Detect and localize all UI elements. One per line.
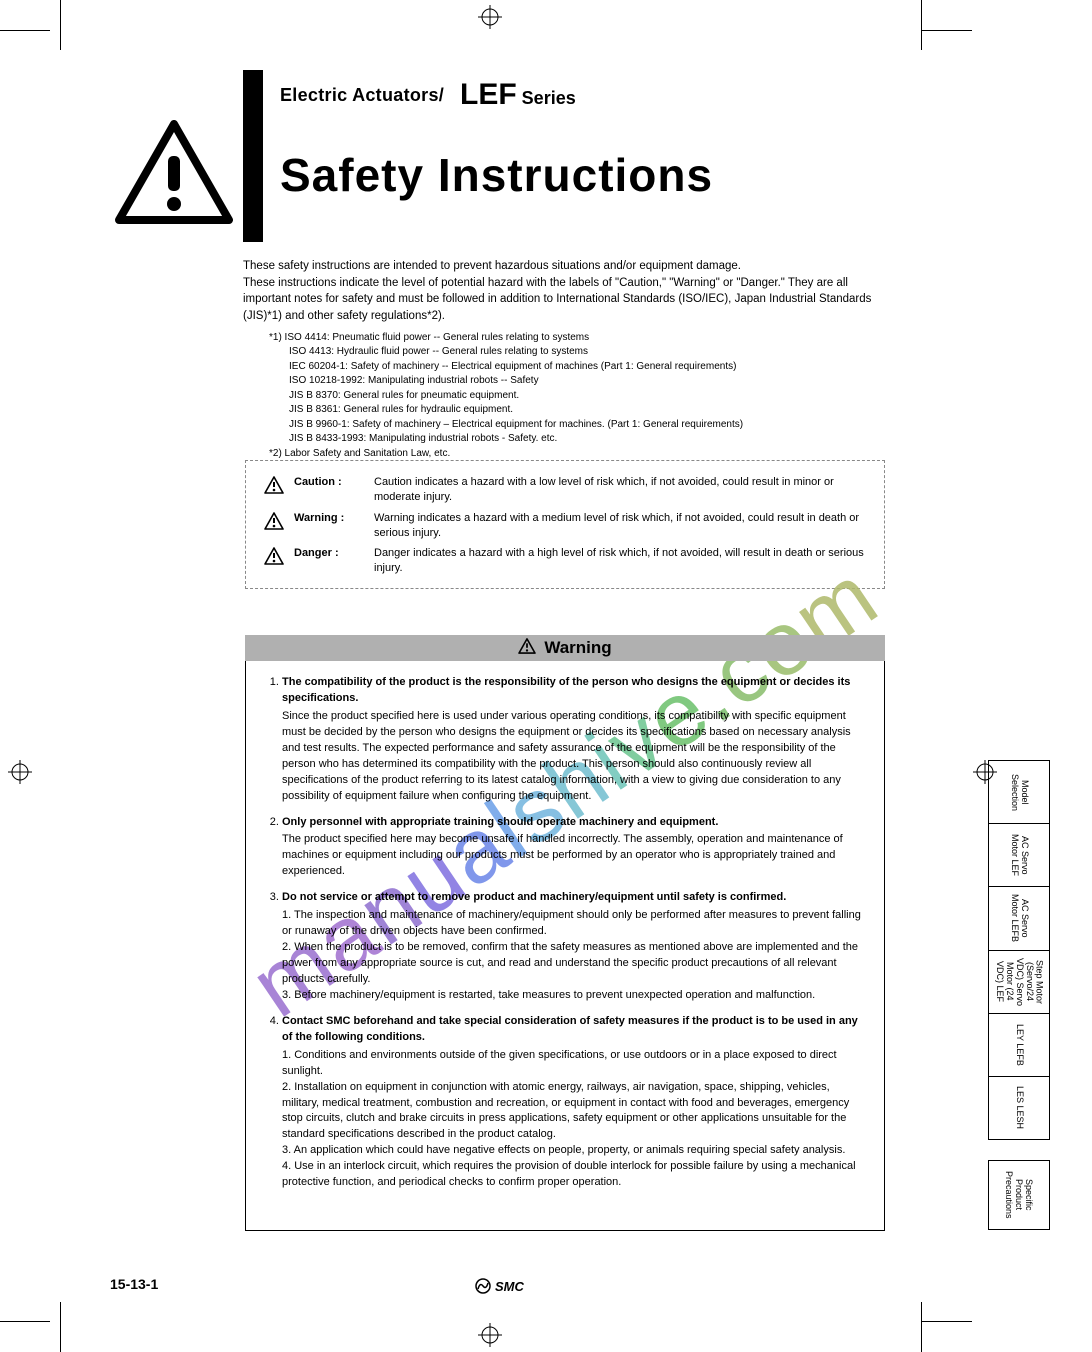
warning-item-title: Do not service or attempt to remove prod…: [282, 891, 786, 903]
tab-les-lesh[interactable]: LES LESH: [989, 1077, 1049, 1139]
note-jis9960: JIS B 9960-1: Safety of machinery – Elec…: [243, 418, 883, 433]
crop-mark: [60, 1302, 61, 1352]
warning-icon-small: [264, 512, 284, 535]
warning-item-title: The compatibility of the product is the …: [282, 676, 850, 704]
warning-icon: [115, 120, 233, 225]
legend-warning-desc: Warning indicates a hazard with a medium…: [374, 511, 866, 541]
crop-mark: [921, 0, 922, 50]
footer-brand-text: SMC: [495, 1279, 524, 1294]
series-code: LEF Series: [460, 78, 576, 112]
tab-precautions[interactable]: Specific Product Precautions: [988, 1160, 1050, 1230]
hazard-legend: Caution : Caution indicates a hazard wit…: [245, 460, 885, 589]
tab-label: LES LESH: [1014, 1086, 1024, 1129]
series-heading: Electric Actuators/: [280, 85, 444, 106]
tab-label: Specific Product Precautions: [1004, 1165, 1034, 1225]
warning-item-title: Contact SMC beforehand and take special …: [282, 1015, 858, 1043]
page-number: 15-13-1: [110, 1276, 158, 1292]
danger-icon: [264, 547, 284, 570]
crop-mark: [922, 30, 972, 31]
warning-item-body: 1. The inspection and maintenance of mac…: [282, 908, 866, 1004]
warning-header-icon: [518, 638, 536, 659]
series-code-text: LEF: [460, 78, 517, 111]
warning-item: Do not service or attempt to remove prod…: [282, 890, 866, 1004]
legend-caution-desc: Caution indicates a hazard with a low le…: [374, 475, 866, 505]
tab-model-selection[interactable]: Model Selection: [989, 761, 1049, 824]
crop-mark: [0, 1321, 50, 1322]
page-title-text: Safety Instructions: [280, 149, 713, 201]
warning-list: The compatibility of the product is the …: [264, 675, 866, 1191]
note-jis8361: JIS B 8361: General rules for hydraulic …: [243, 403, 883, 418]
legend-danger-term: Danger :: [294, 546, 364, 561]
registration-mark: [478, 1323, 502, 1347]
warning-item-body: 1. Conditions and environments outside o…: [282, 1048, 866, 1191]
legend-warning: Warning : Warning indicates a hazard wit…: [264, 511, 866, 541]
tab-label: LEY LEFB: [1014, 1024, 1024, 1066]
warning-item-title: Only personnel with appropriate training…: [282, 816, 718, 828]
legend-danger-desc: Danger indicates a hazard with a high le…: [374, 546, 866, 576]
crop-mark: [921, 1302, 922, 1352]
warning-header-title: Warning: [544, 638, 611, 658]
note-jis8433: JIS B 8433-1993: Manipulating industrial…: [243, 432, 883, 447]
tab-ac-servo-lef[interactable]: AC Servo Motor LEF: [989, 824, 1049, 887]
intro-line2: These instructions indicate the level of…: [243, 275, 883, 325]
registration-mark: [478, 5, 502, 29]
registration-mark: [8, 760, 32, 784]
caution-icon: [264, 476, 284, 499]
intro-line1: These safety instructions are intended t…: [243, 258, 883, 275]
warning-item-body: The product specified here may become un…: [282, 832, 866, 880]
warning-item: The compatibility of the product is the …: [282, 675, 866, 805]
intro-paragraph: These safety instructions are intended t…: [243, 258, 883, 461]
legend-danger: Danger : Danger indicates a hazard with …: [264, 546, 866, 576]
note-jis8370: JIS B 8370: General rules for pneumatic …: [243, 389, 883, 404]
page-title: Safety Instructions: [280, 148, 713, 202]
tab-label: AC Servo Motor LEF: [1009, 828, 1029, 882]
sub-label: Electric Actuators/: [280, 85, 444, 105]
tab-label: Step Motor (Servo/24 VDC) Servo Motor (2…: [994, 955, 1043, 1009]
warning-header: Warning: [245, 635, 885, 661]
warning-item-body: Since the product specified here is used…: [282, 709, 866, 805]
warning-body: The compatibility of the product is the …: [245, 661, 885, 1231]
tab-ley-lefb[interactable]: LEY LEFB: [989, 1014, 1049, 1077]
note-iso4413: ISO 4413: Hydraulic fluid power -- Gener…: [243, 345, 883, 360]
page-number-text: 15-13-1: [110, 1276, 158, 1292]
tab-step-motor-lef[interactable]: Step Motor (Servo/24 VDC) Servo Motor (2…: [989, 951, 1049, 1014]
note-iso10218: ISO 10218-1992: Manipulating industrial …: [243, 374, 883, 389]
side-tabs: Model Selection AC Servo Motor LEF AC Se…: [988, 760, 1050, 1140]
note-iso4414: *1) ISO 4414: Pneumatic fluid power -- G…: [243, 331, 883, 346]
note-labor-law: *2) Labor Safety and Sanitation Law, etc…: [243, 447, 883, 462]
tab-label: AC Servo Motor LEFB: [1009, 891, 1029, 945]
legend-caution-term: Caution :: [294, 475, 364, 490]
section-bar: [243, 70, 263, 242]
crop-mark: [922, 1321, 972, 1322]
warning-item: Only personnel with appropriate training…: [282, 815, 866, 881]
crop-mark: [60, 0, 61, 50]
tab-label: Model Selection: [1009, 765, 1029, 819]
footer-logo: SMC: [475, 1278, 524, 1294]
tab-ac-servo-lefb[interactable]: AC Servo Motor LEFB: [989, 887, 1049, 950]
warning-item: Contact SMC beforehand and take special …: [282, 1014, 866, 1191]
crop-mark: [0, 30, 50, 31]
legend-caution: Caution : Caution indicates a hazard wit…: [264, 475, 866, 505]
legend-warning-term: Warning :: [294, 511, 364, 526]
note-iec60204: IEC 60204-1: Safety of machinery -- Elec…: [243, 360, 883, 375]
